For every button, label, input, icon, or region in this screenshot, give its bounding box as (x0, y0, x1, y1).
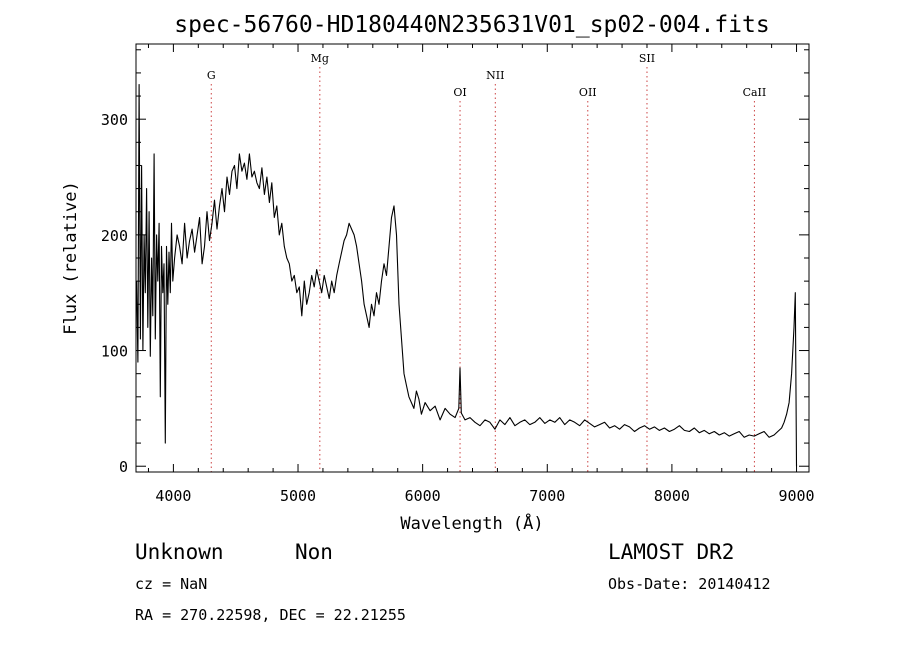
survey-name: LAMOST DR2 (608, 540, 734, 564)
spectral-line-markers: G Mg OI NII OII SII CaII (207, 52, 766, 472)
line-label-sii: SII (639, 52, 655, 65)
coordinates: RA = 270.22598, DEC = 22.21255 (135, 606, 406, 624)
line-label-oi: OI (453, 86, 466, 99)
line-label-oii: OII (579, 86, 597, 99)
line-label-mg: Mg (311, 52, 329, 65)
spectrum-line-0 (136, 83, 798, 467)
object-subclass: Non (295, 540, 333, 564)
plot-frame (135, 43, 810, 473)
y-tick-label-0: 0 (119, 458, 128, 476)
chart-title: spec-56760-HD180440N235631V01_sp02-004.f… (174, 12, 769, 38)
x-tick-label-5000: 5000 (280, 487, 316, 505)
x-axis: 4000 5000 6000 7000 8000 9000 (147, 44, 815, 505)
y-tick-label-100: 100 (101, 343, 128, 361)
line-label-caii: CaII (743, 86, 767, 99)
x-tick-label-6000: 6000 (405, 487, 441, 505)
y-axis-label: Flux (relative) (61, 181, 81, 335)
line-label-g: G (207, 69, 216, 82)
line-label-nii: NII (486, 69, 504, 82)
redshift-cz: cz = NaN (135, 575, 207, 593)
x-tick-label-9000: 9000 (778, 487, 814, 505)
x-tick-label-7000: 7000 (529, 487, 565, 505)
spectrum-series (136, 83, 798, 467)
x-tick-label-4000: 4000 (155, 487, 191, 505)
y-tick-label-300: 300 (101, 111, 128, 129)
x-axis-label: Wavelength (Å) (400, 512, 543, 534)
x-tick-label-8000: 8000 (654, 487, 690, 505)
object-class: Unknown (135, 540, 224, 564)
y-tick-label-200: 200 (101, 227, 128, 245)
observation-date: Obs-Date: 20140412 (608, 575, 771, 593)
y-axis: 0 100 200 300 (101, 49, 809, 476)
